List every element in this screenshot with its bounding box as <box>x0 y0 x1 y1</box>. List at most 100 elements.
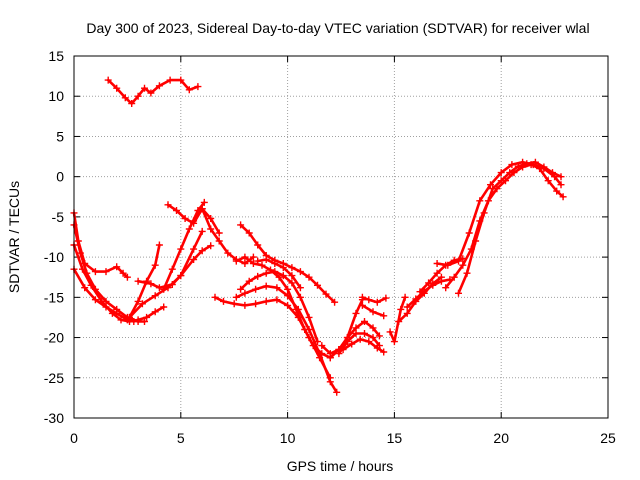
series-line <box>239 223 336 304</box>
data-point <box>480 209 488 217</box>
data-point <box>487 181 494 189</box>
data-point <box>128 100 136 107</box>
data-point <box>224 249 232 257</box>
data-point <box>352 330 360 337</box>
data-point <box>245 277 253 285</box>
x-tick-label: 25 <box>600 430 616 446</box>
data-point <box>284 292 292 300</box>
data-point <box>335 350 343 358</box>
data-point <box>361 330 368 337</box>
series-arc-19 <box>326 318 383 362</box>
data-point <box>262 256 270 263</box>
data-point <box>207 242 215 250</box>
data-point <box>138 300 146 308</box>
data-point <box>151 308 159 316</box>
data-point <box>403 309 411 317</box>
data-point <box>194 83 202 91</box>
series-arc-15 <box>232 282 341 396</box>
data-layer <box>70 76 567 396</box>
data-point <box>198 227 206 235</box>
series-line <box>235 284 339 394</box>
data-point <box>164 201 172 209</box>
data-point <box>356 335 364 343</box>
data-point <box>459 261 467 269</box>
data-point <box>557 173 565 181</box>
data-point <box>102 303 110 311</box>
series-arc-27 <box>416 255 467 296</box>
data-point <box>373 298 381 306</box>
y-tick-label: -5 <box>52 209 65 225</box>
data-point <box>117 316 125 324</box>
series-arc-30 <box>455 158 565 297</box>
data-point <box>220 297 227 305</box>
data-point <box>160 303 168 311</box>
data-point <box>386 328 394 336</box>
x-tick-label: 10 <box>280 430 296 446</box>
data-point <box>326 354 334 362</box>
data-point <box>81 284 89 292</box>
data-point <box>549 169 556 177</box>
data-point <box>296 293 304 301</box>
series-line <box>328 320 381 360</box>
data-point <box>121 94 129 102</box>
data-point <box>284 301 292 309</box>
y-axis-label: SDTVAR / TECUs <box>6 181 22 293</box>
data-point <box>305 326 313 333</box>
data-point <box>141 84 148 92</box>
data-point <box>333 388 341 396</box>
data-point <box>151 292 159 300</box>
data-point <box>288 272 296 280</box>
data-point <box>369 334 377 342</box>
grid-lines <box>74 56 608 418</box>
data-point <box>237 285 245 293</box>
data-point <box>284 285 292 293</box>
data-point <box>155 82 163 90</box>
series-arc-16 <box>237 268 321 346</box>
data-point <box>442 284 450 292</box>
data-point <box>403 303 411 311</box>
y-tick-label: -30 <box>44 410 64 426</box>
data-point <box>177 272 185 280</box>
data-point <box>254 257 262 265</box>
data-point <box>540 163 548 171</box>
data-point <box>211 293 219 301</box>
data-point <box>91 296 99 304</box>
data-point <box>463 269 471 277</box>
data-point <box>472 237 480 245</box>
data-point <box>181 215 189 222</box>
data-point <box>232 293 240 301</box>
series-arc-26 <box>403 276 454 311</box>
x-tick-label: 5 <box>177 430 185 446</box>
data-point <box>523 160 531 168</box>
data-point <box>87 281 95 289</box>
data-point <box>514 162 522 170</box>
data-point <box>198 247 206 255</box>
data-point <box>185 225 193 233</box>
data-point <box>168 281 176 288</box>
data-point <box>380 348 388 356</box>
data-point <box>352 309 360 317</box>
data-point <box>343 338 351 346</box>
data-point <box>559 193 567 201</box>
data-point <box>126 313 133 321</box>
data-point <box>476 197 484 205</box>
series-arc-11 <box>190 205 257 267</box>
data-point <box>314 338 321 346</box>
data-point <box>166 76 174 84</box>
data-point <box>113 84 121 92</box>
x-tick-label: 20 <box>493 430 509 446</box>
series-line <box>457 160 563 295</box>
data-point <box>429 281 437 289</box>
plot-frame <box>73 55 609 419</box>
y-tick-label: 15 <box>48 48 64 64</box>
data-point <box>369 308 377 316</box>
series-line <box>106 78 200 105</box>
data-point <box>79 265 86 273</box>
series-line <box>239 270 319 343</box>
data-point <box>506 169 514 177</box>
series-line <box>397 275 443 323</box>
data-point <box>173 207 180 214</box>
data-point <box>230 300 238 308</box>
y-tick-label: -25 <box>44 370 64 386</box>
